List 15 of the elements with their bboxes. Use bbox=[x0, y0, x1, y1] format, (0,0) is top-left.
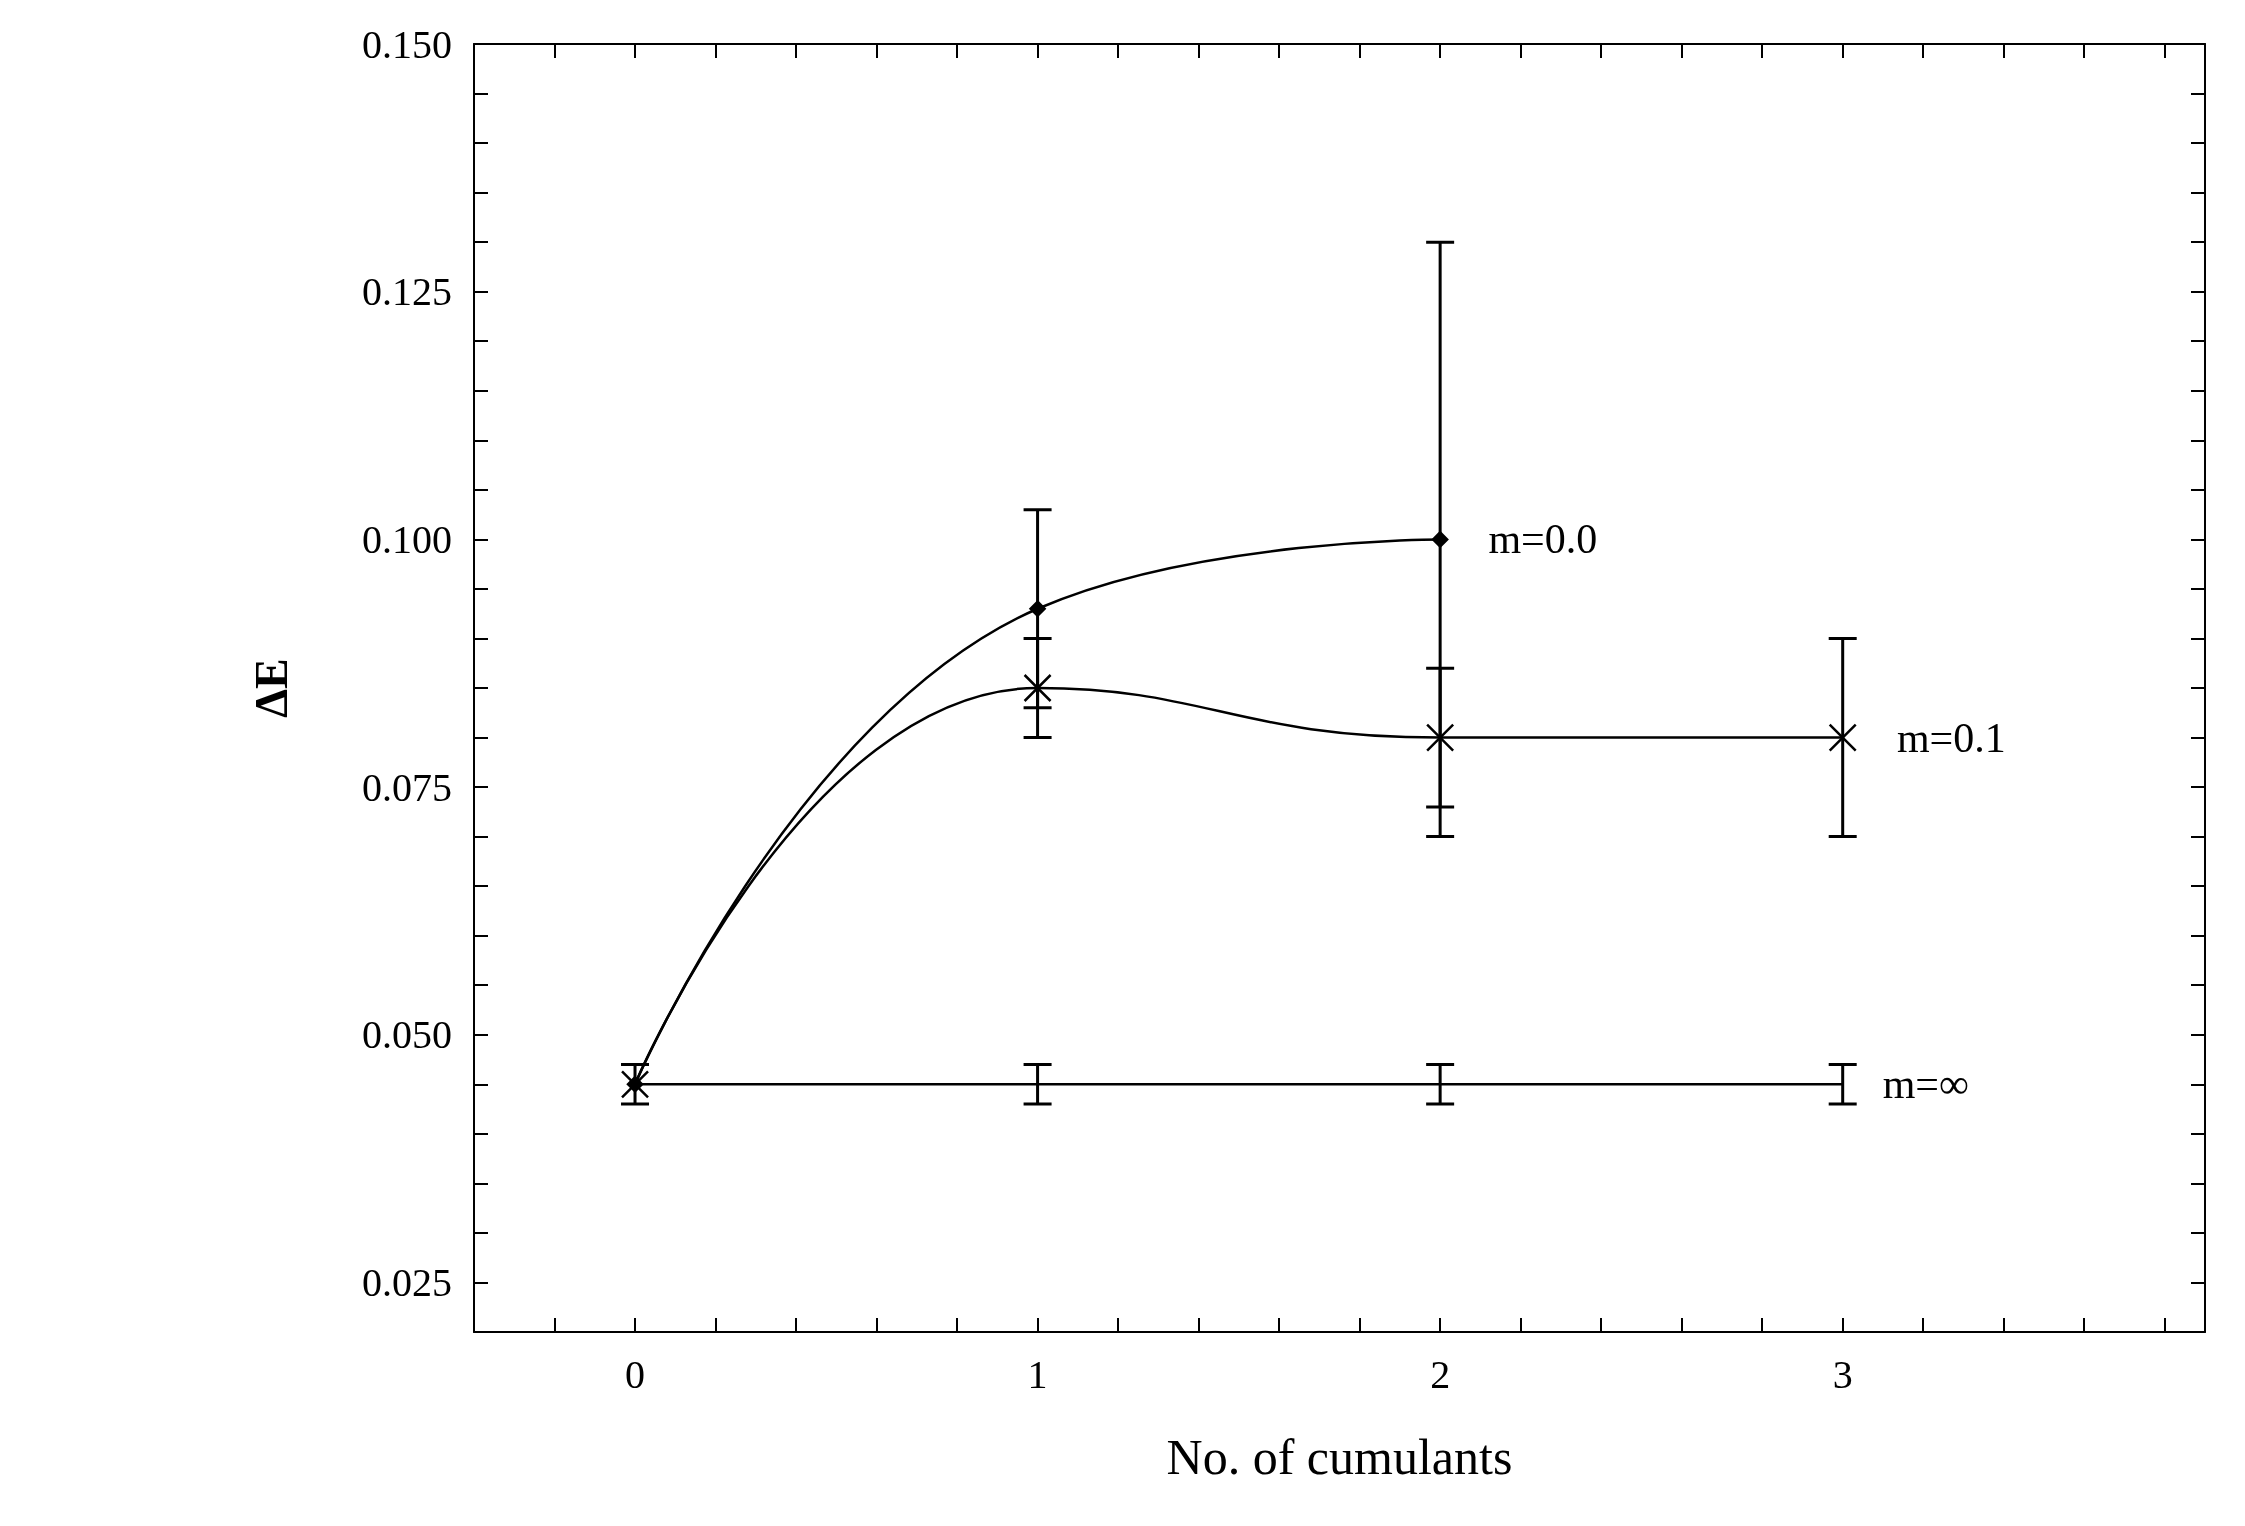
series-label: m=0.1 bbox=[1896, 714, 2006, 761]
y-tick-label: 0.075 bbox=[362, 764, 452, 810]
x-tick-label: 3 bbox=[1832, 1351, 1853, 1397]
x-tick-label: 1 bbox=[1027, 1351, 1048, 1397]
x-tick-label: 2 bbox=[1430, 1351, 1451, 1397]
y-tick-label: 0.100 bbox=[362, 516, 452, 562]
series-label: m=∞ bbox=[1882, 1061, 1969, 1108]
y-tick-label: 0.125 bbox=[362, 269, 452, 315]
x-axis-title: No. of cumulants bbox=[1166, 1429, 1513, 1485]
y-axis-title: ΔE bbox=[245, 658, 297, 718]
x-tick-label: 0 bbox=[625, 1351, 646, 1397]
y-tick-label: 0.150 bbox=[362, 21, 452, 67]
series-label: m=0.0 bbox=[1488, 516, 1598, 563]
y-tick-label: 0.050 bbox=[362, 1012, 452, 1058]
y-tick-label: 0.025 bbox=[362, 1259, 452, 1305]
